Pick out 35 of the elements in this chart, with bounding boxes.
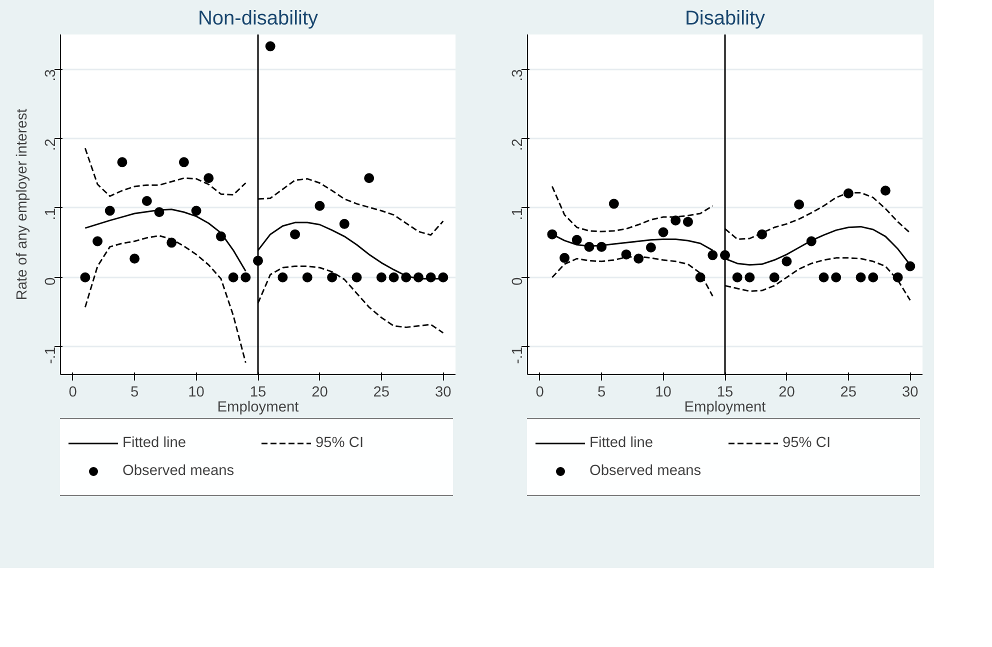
y-tick-label: .2: [43, 138, 59, 151]
chart-title: Non-disability: [198, 8, 318, 30]
x-tick-label: 0: [68, 384, 77, 400]
x-axis-title: Employment: [217, 400, 299, 416]
y-tick-label: .3: [43, 69, 59, 82]
x-tick-label: 10: [188, 384, 204, 400]
x-tick-label: 15: [716, 384, 734, 400]
y-tick-label: .1: [43, 208, 59, 220]
y-tick-label: .2: [510, 138, 526, 151]
y-axis-title: Rate of any employer interest: [14, 108, 30, 300]
x-tick-label: 5: [597, 384, 606, 400]
x-tick-label: 5: [130, 384, 139, 400]
x-tick-label: 25: [840, 384, 857, 400]
legend-label: Observed means: [590, 463, 702, 479]
legend-label: Fitted line: [590, 435, 654, 451]
y-tick-label: .3: [510, 69, 526, 82]
x-axis-title: Employment: [684, 400, 766, 416]
y-tick-label: .1: [510, 208, 526, 220]
x-tick-label: 0: [536, 384, 544, 400]
y-tick-label: 0: [510, 277, 526, 286]
legend-label: 95% CI: [316, 435, 365, 451]
y-tick-label: -.1: [43, 346, 59, 364]
x-tick-label: 20: [312, 384, 328, 400]
chart-title: Disability: [684, 8, 766, 30]
y-tick-label: -.1: [510, 346, 526, 364]
legend-label: Fitted line: [122, 435, 188, 451]
x-tick-label: 25: [373, 384, 390, 400]
legend-label: 95% CI: [782, 435, 832, 451]
legend-label: Observed means: [122, 463, 236, 479]
x-tick-label: 30: [902, 384, 918, 400]
x-tick-label: 15: [250, 384, 266, 400]
y-tick-label: 0: [43, 277, 59, 286]
x-tick-label: 20: [778, 384, 795, 400]
x-tick-label: 10: [655, 384, 672, 400]
x-tick-label: 30: [435, 384, 452, 400]
